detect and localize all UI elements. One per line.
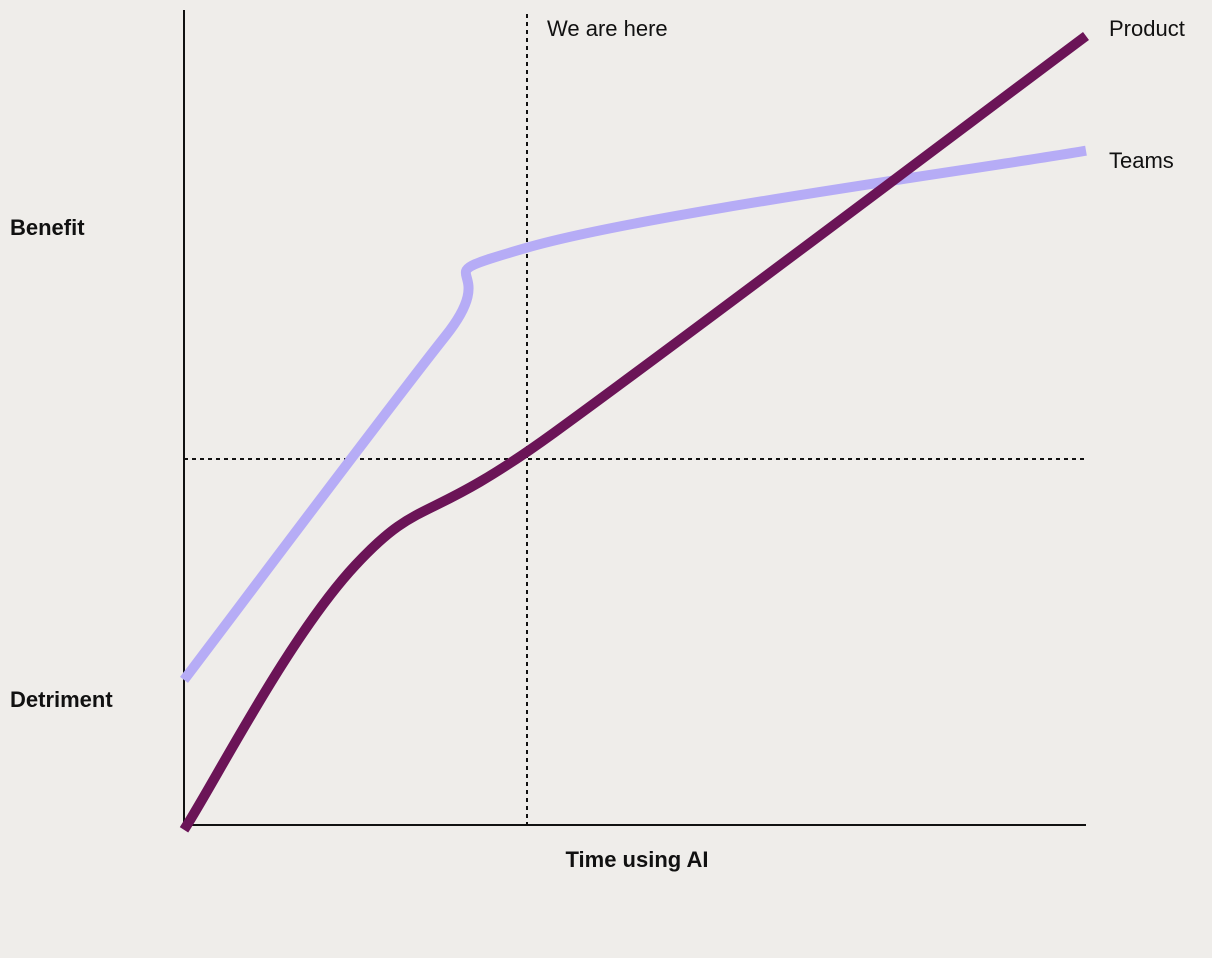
axes [183, 10, 1086, 826]
y-label-detriment: Detriment [10, 687, 113, 712]
labels: We are here Benefit Detriment Time using… [10, 16, 1185, 872]
series-group [179, 31, 1089, 833]
series-label-teams: Teams [1109, 148, 1174, 173]
x-axis-title: Time using AI [565, 847, 708, 872]
series-label-product: Product [1109, 16, 1185, 41]
series-line-product [179, 31, 1089, 833]
series-line-teams [180, 145, 1087, 683]
we-are-here-label: We are here [547, 16, 668, 41]
y-label-benefit: Benefit [10, 215, 85, 240]
